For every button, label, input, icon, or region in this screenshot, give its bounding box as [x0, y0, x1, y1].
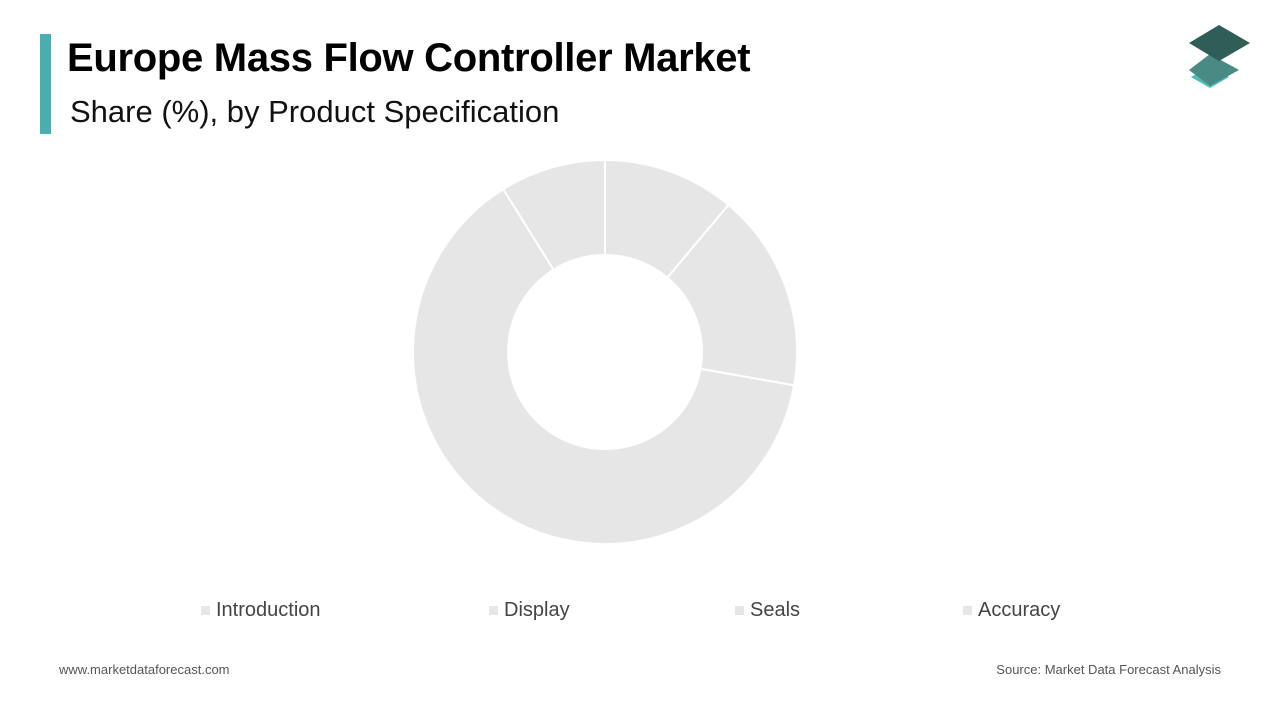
chart-legend: Introduction Display Seals Accuracy [0, 596, 1280, 626]
legend-label: Accuracy [978, 598, 1061, 621]
legend-swatch [735, 605, 744, 615]
legend-swatch [963, 605, 972, 615]
donut-slice-seals [412, 187, 796, 545]
donut-slices [412, 158, 798, 545]
legend-item-accuracy: Accuracy [963, 596, 1060, 624]
stacked-layers-icon [1189, 25, 1250, 88]
legend-item-display: Display [489, 596, 570, 624]
legend-label: Seals [750, 598, 801, 621]
donut-slice-display [665, 203, 798, 387]
donut-slice-accuracy [501, 158, 606, 272]
legend-swatch [201, 605, 210, 615]
logo-layer-top [1189, 25, 1250, 61]
legend-label: Introduction [216, 598, 321, 621]
legend-swatch [489, 605, 498, 615]
donut-chart [412, 158, 798, 545]
footer-website: www.marketdataforecast.com [59, 662, 230, 677]
legend-label: Display [504, 598, 570, 621]
page-title: Europe Mass Flow Controller Market [67, 36, 751, 80]
legend-item-seals: Seals [735, 596, 800, 624]
legend-item-introduction: Introduction [201, 596, 321, 624]
page-subtitle: Share (%), by Product Specification [70, 94, 560, 129]
logo-layer-middle [1189, 54, 1239, 86]
footer-source: Source: Market Data Forecast Analysis [996, 662, 1221, 677]
title-accent-bar [40, 34, 51, 134]
